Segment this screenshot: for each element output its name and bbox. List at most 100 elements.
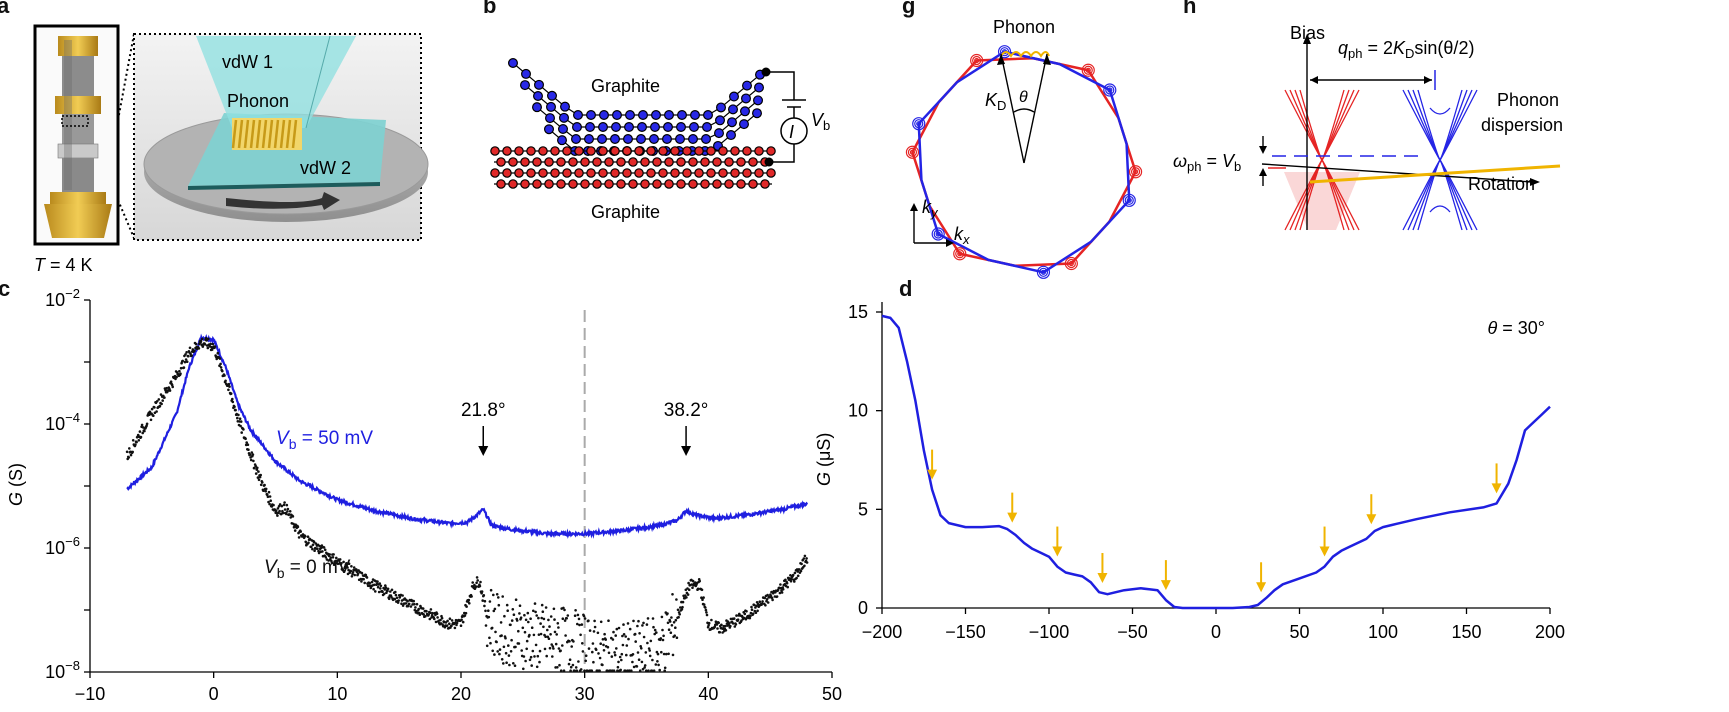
chart-c-point: [685, 596, 688, 599]
chart-c-point: [376, 580, 379, 583]
chart-c-point: [559, 649, 562, 652]
chart-c-point: [660, 615, 664, 619]
chart-c-point: [554, 642, 558, 646]
chart-c-point: [499, 621, 503, 624]
chart-c-point: [188, 346, 192, 350]
chart-c-point: [667, 652, 670, 656]
chart-c-point: [511, 608, 515, 611]
chart-c-point: [384, 584, 387, 587]
chart-c-point: [625, 653, 628, 657]
chart-c-point: [323, 548, 327, 552]
chart-c-point: [231, 397, 234, 401]
temperature-label: T = 4 K: [34, 255, 93, 275]
chart-c-point: [631, 660, 634, 664]
chart-c-point: [562, 606, 565, 610]
chart-c-point: [504, 651, 508, 655]
chart-c-point: [242, 428, 245, 431]
chart-d-y-tick-label: 15: [848, 302, 868, 322]
phonon-dispersion-line: [1309, 164, 1561, 184]
chart-c-point: [164, 388, 167, 392]
chart-c-point: [267, 500, 270, 504]
chart-c-point: [790, 577, 793, 581]
chart-c-point: [453, 626, 457, 630]
chart-c-point: [257, 478, 261, 482]
chart-c-point: [580, 623, 584, 626]
chart-c-point: [671, 653, 675, 657]
chart-c-point: [698, 579, 701, 583]
chart-c-point: [185, 351, 188, 354]
blue-dirac-point: [1126, 197, 1132, 203]
chart-c-point: [335, 556, 338, 560]
chart-c-point: [734, 623, 738, 626]
chart-c-point: [631, 653, 635, 656]
chart-c-point: [764, 604, 767, 607]
chart-c-point: [227, 388, 230, 392]
chart-c-point: [433, 617, 436, 621]
chart-c-point: [483, 599, 487, 603]
chart-c-point: [675, 636, 679, 639]
chart-c-point: [653, 628, 657, 632]
chart-c-point: [632, 665, 636, 669]
chart-c-point: [128, 447, 131, 450]
chart-c-point: [670, 624, 674, 627]
chart-c-point: [250, 451, 254, 454]
chart-c-point: [793, 580, 796, 583]
chart-c-point: [382, 592, 386, 596]
chart-c-point: [506, 609, 510, 612]
chart-d-x-tick-label: −100: [1029, 622, 1070, 642]
chart-c-point: [652, 669, 656, 672]
chart-c-point: [620, 652, 624, 656]
blue-dirac-point: [997, 45, 1012, 59]
chart-c-point: [765, 598, 769, 601]
chart-c-point: [524, 659, 527, 663]
chart-d-x-tick-label: 100: [1368, 622, 1398, 642]
chart-c-point: [736, 618, 740, 621]
chart-c-point: [574, 609, 577, 612]
chart-c-point: [483, 604, 486, 608]
red-dirac-point: [1068, 260, 1074, 267]
chart-c-point: [474, 585, 478, 588]
chart-c-point: [662, 652, 666, 656]
chart-c-point: [574, 666, 578, 669]
chart-d-x-tick-label: 200: [1535, 622, 1565, 642]
chart-c-point: [342, 570, 346, 573]
chart-c-point: [660, 650, 663, 654]
chart-c-point: [228, 385, 231, 388]
blue-dirac-point: [935, 231, 941, 237]
chart-c-point: [638, 632, 641, 635]
chart-c-annotation-arrowhead: [681, 446, 692, 456]
chart-c-point: [538, 649, 542, 653]
chart-c-point: [409, 605, 413, 608]
chart-c-point: [535, 614, 538, 617]
chart-c-point: [640, 660, 644, 664]
chart-c-point: [417, 607, 421, 611]
chart-c-point: [346, 566, 349, 569]
chart-c-point: [254, 472, 258, 475]
chart-c-point: [528, 633, 531, 637]
chart-c-point: [134, 443, 137, 446]
graphite-top-label: Graphite: [591, 76, 660, 96]
chart-c-point: [185, 360, 189, 364]
chart-c-point: [465, 605, 468, 608]
chart-c-point: [743, 612, 747, 616]
chart-c-point: [529, 655, 533, 659]
chart-c-point: [320, 544, 324, 547]
phonon-dispersion-label-2: dispersion: [1481, 115, 1563, 135]
dirac-cone-blue: [1402, 89, 1478, 231]
rotation-axis: [1261, 163, 1533, 183]
chart-c-point: [647, 669, 650, 672]
chart-c-point: [492, 593, 495, 597]
red-dirac-point: [957, 251, 963, 257]
chart-c-point: [561, 644, 564, 647]
chart-c-point: [175, 371, 179, 374]
chart-c-point: [537, 616, 540, 620]
chart-c-point: [249, 458, 253, 462]
chart-c-point: [523, 630, 527, 634]
chart-c-point: [175, 375, 178, 379]
chart-c-point: [501, 595, 505, 598]
blue-dirac-point: [1036, 265, 1051, 279]
chart-c-point: [532, 633, 536, 637]
chart-d-y-tick-label: 5: [858, 499, 868, 519]
chart-c-point: [140, 423, 144, 427]
